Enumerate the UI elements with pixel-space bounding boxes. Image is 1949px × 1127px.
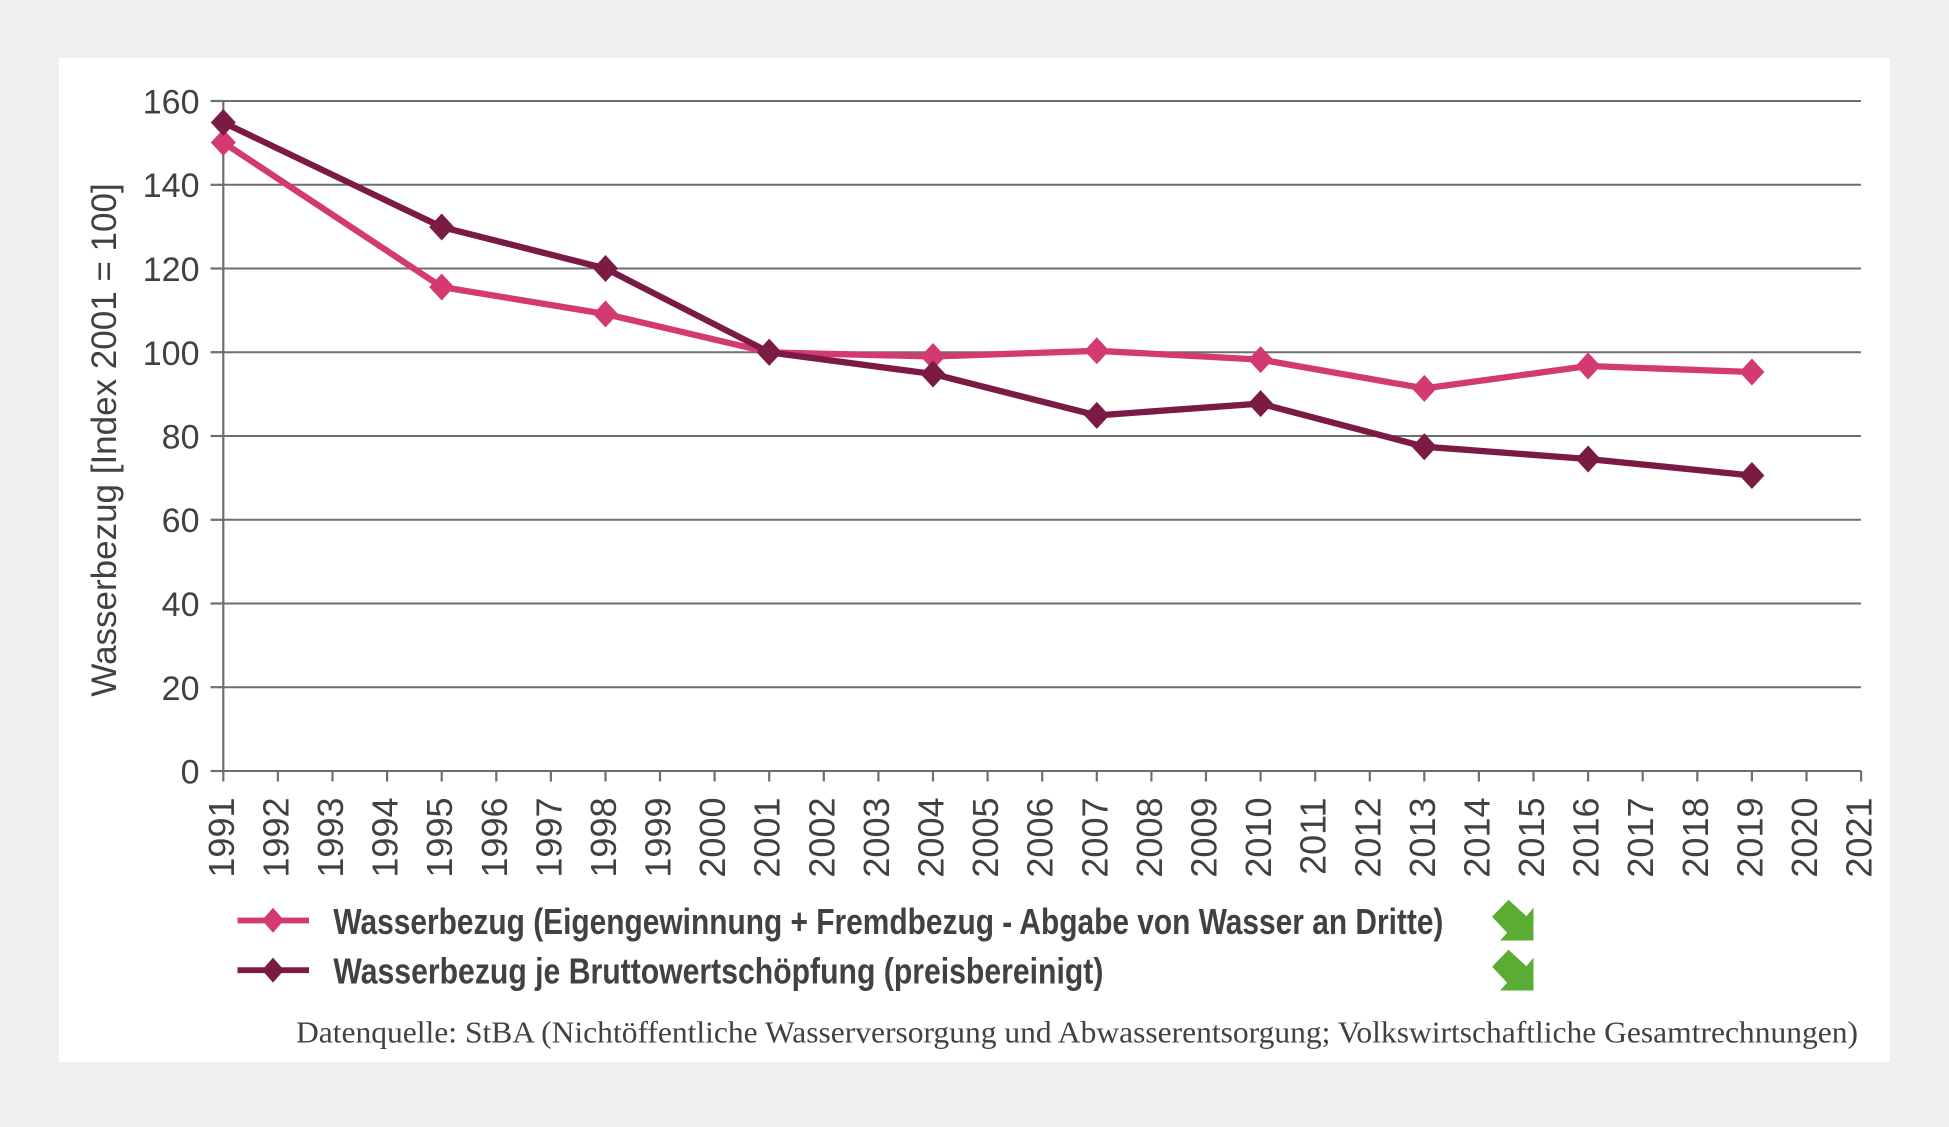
svg-text:Wasserbezug (Eigengewinnung +: Wasserbezug (Eigengewinnung + Fremdbezug… [333,901,1443,942]
svg-text:80: 80 [162,419,200,457]
svg-text:2007: 2007 [1074,798,1115,878]
svg-text:100: 100 [143,335,200,373]
svg-text:2016: 2016 [1566,798,1607,878]
svg-text:2004: 2004 [911,798,952,878]
svg-text:2003: 2003 [856,798,897,878]
svg-text:2010: 2010 [1238,798,1279,878]
svg-text:1992: 1992 [255,798,296,878]
svg-text:2000: 2000 [692,798,733,878]
svg-text:1997: 1997 [528,798,569,878]
svg-text:2009: 2009 [1184,798,1225,878]
svg-text:2013: 2013 [1402,798,1443,878]
svg-text:Wasserbezug [Index 2001 = 100]: Wasserbezug [Index 2001 = 100] [85,183,124,696]
svg-text:2018: 2018 [1675,798,1716,878]
svg-text:0: 0 [181,754,200,792]
svg-text:140: 140 [143,167,200,205]
svg-text:1994: 1994 [365,798,406,878]
svg-text:2008: 2008 [1129,798,1170,878]
svg-text:2006: 2006 [1020,798,1061,878]
svg-text:2020: 2020 [1784,798,1825,878]
svg-text:60: 60 [162,502,200,540]
svg-text:1991: 1991 [201,798,242,878]
svg-text:2012: 2012 [1347,798,1388,878]
svg-text:2019: 2019 [1729,798,1770,878]
svg-text:2017: 2017 [1620,798,1661,878]
svg-text:160: 160 [143,84,200,122]
svg-text:1995: 1995 [419,798,460,878]
svg-text:Datenquelle: StBA (Nichtöffent: Datenquelle: StBA (Nichtöffentliche Wass… [296,1014,1858,1049]
svg-text:2011: 2011 [1293,798,1334,875]
svg-text:Wasserbezug je Bruttowertschöp: Wasserbezug je Bruttowertschöpfung (prei… [333,951,1103,992]
svg-text:20: 20 [162,670,200,708]
svg-text:2021: 2021 [1839,798,1880,878]
svg-text:120: 120 [143,251,200,289]
svg-text:1999: 1999 [638,798,679,878]
svg-text:1998: 1998 [583,798,624,878]
svg-text:2015: 2015 [1511,798,1552,878]
svg-text:1996: 1996 [474,798,515,878]
svg-text:40: 40 [162,586,200,624]
svg-text:2002: 2002 [801,798,842,878]
svg-text:2005: 2005 [965,798,1006,878]
svg-text:2001: 2001 [747,798,788,878]
svg-text:2014: 2014 [1456,798,1497,878]
svg-text:1993: 1993 [310,798,351,878]
